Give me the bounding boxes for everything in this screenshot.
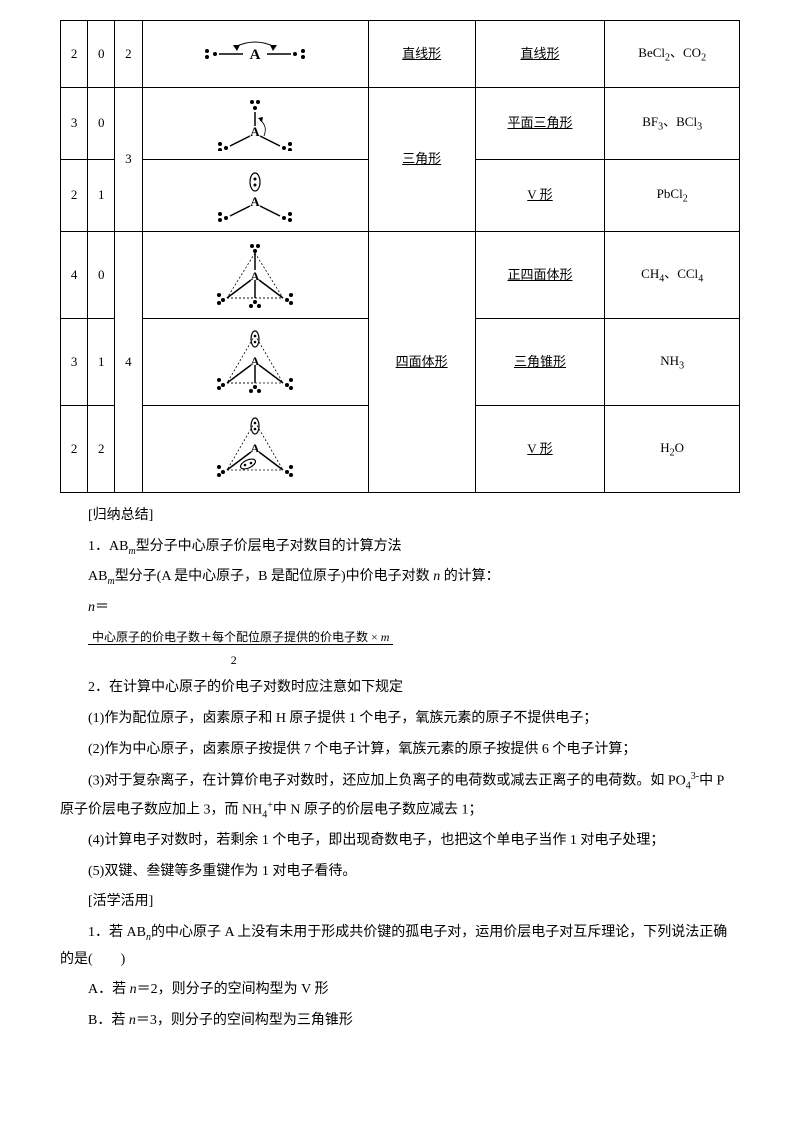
cell-lone: 0 <box>88 232 115 319</box>
cell-bond: 2 <box>61 160 88 232</box>
text: (1)作为配位原子，卤素原子和 H 原子提供 1 个电子，氧族元素的原子不提供电… <box>60 706 740 733</box>
bent4-icon: A <box>205 414 305 484</box>
vsepr-table: 2 0 2 A 直线形 直线形 BeCl2、CO2 3 0 3 A 三角形 平面… <box>60 20 740 493</box>
bent3-icon: A <box>210 168 300 223</box>
cell-diagram: A <box>142 319 368 406</box>
cell-pairgeom: 直线形 <box>368 21 475 88</box>
cell-pairgeom: 四面体形 <box>368 232 475 493</box>
svg-text:A: A <box>250 47 261 63</box>
text: 2．在计算中心原子的价电子对数时应注意如下规定 <box>60 675 740 702</box>
cell-molgeom: V 形 <box>475 406 605 493</box>
cell-total: 2 <box>115 21 142 88</box>
svg-text:A: A <box>250 194 260 209</box>
cell-total: 3 <box>115 88 142 232</box>
cell-example: CH4、CCl4 <box>605 232 740 319</box>
text: (3)对于复杂离子，在计算价电子对数时，还应加上负离子的电荷数或减去正离子的电荷… <box>60 767 740 824</box>
cell-diagram: A <box>142 21 368 88</box>
cell-diagram: A <box>142 88 368 160</box>
cell-bond: 2 <box>61 21 88 88</box>
cell-example: H2O <box>605 406 740 493</box>
cell-example: BF3、BCl3 <box>605 88 740 160</box>
option-a: A．若 n＝2，则分子的空间构型为 V 形 <box>60 977 740 1004</box>
text: n＝ <box>60 595 740 622</box>
option-b: B．若 n＝3，则分子的空间构型为三角锥形 <box>60 1008 740 1035</box>
cell-lone: 0 <box>88 88 115 160</box>
cell-molgeom: 正四面体形 <box>475 232 605 319</box>
cell-molgeom: 直线形 <box>475 21 605 88</box>
cell-diagram: A <box>142 160 368 232</box>
svg-text:A: A <box>250 124 260 139</box>
text: (2)作为中心原子，卤素原子按提供 7 个电子计算，氧族元素的原子按提供 6 个… <box>60 737 740 764</box>
formula: 中心原子的价电子数＋每个配位原子提供的价电子数 × m2 <box>60 626 740 672</box>
cell-lone: 1 <box>88 160 115 232</box>
cell-lone: 1 <box>88 319 115 406</box>
cell-molgeom: 平面三角形 <box>475 88 605 160</box>
linear-icon: A <box>195 39 315 69</box>
question: 1．若 ABn的中心原子 A 上没有未用于形成共价键的孤电子对，运用价层电子对互… <box>60 920 740 973</box>
text: 1．ABm型分子中心原子价层电子对数目的计算方法 <box>60 534 740 561</box>
cell-molgeom: V 形 <box>475 160 605 232</box>
pyramid-icon: A <box>205 327 305 397</box>
text: (5)双键、叁键等多重键作为 1 对电子看待。 <box>60 859 740 886</box>
svg-text:A: A <box>251 441 260 455</box>
trigonal-icon: A <box>210 96 300 151</box>
cell-example: PbCl2 <box>605 160 740 232</box>
cell-example: NH3 <box>605 319 740 406</box>
tetra-icon: A <box>205 240 305 310</box>
cell-bond: 3 <box>61 319 88 406</box>
cell-bond: 2 <box>61 406 88 493</box>
text: (4)计算电子对数时，若剩余 1 个电子，即出现奇数电子，也把这个单电子当作 1… <box>60 828 740 855</box>
section-title: [活学活用] <box>60 889 740 916</box>
section-title: [归纳总结] <box>60 503 740 530</box>
cell-molgeom: 三角锥形 <box>475 319 605 406</box>
text: ABm型分子(A 是中心原子，B 是配位原子)中价电子对数 n 的计算： <box>60 564 740 591</box>
cell-lone: 2 <box>88 406 115 493</box>
cell-bond: 3 <box>61 88 88 160</box>
cell-total: 4 <box>115 232 142 493</box>
cell-example: BeCl2、CO2 <box>605 21 740 88</box>
cell-diagram: A <box>142 232 368 319</box>
cell-lone: 0 <box>88 21 115 88</box>
cell-bond: 4 <box>61 232 88 319</box>
cell-pairgeom: 三角形 <box>368 88 475 232</box>
cell-diagram: A <box>142 406 368 493</box>
